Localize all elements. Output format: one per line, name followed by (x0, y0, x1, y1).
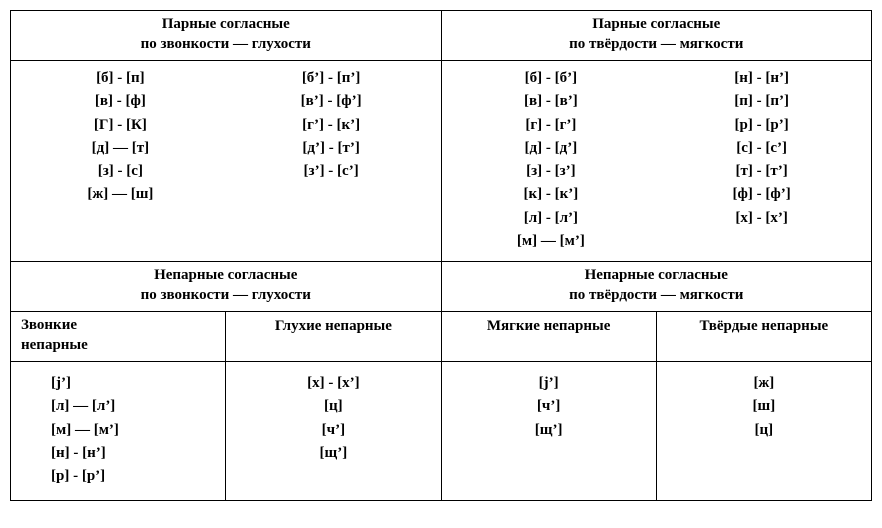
subheader-row: Звонкие непарные Глухие непарные Мягкие … (11, 312, 872, 362)
pair-item: [с] - [с’] (736, 137, 787, 160)
pair-item: [д’] - [т’] (302, 137, 359, 160)
header-line: по звонкости — глухости (13, 286, 439, 306)
consonant-table: Парные согласные по звонкости — глухости… (10, 10, 872, 501)
list-item: [р] - [р’] (51, 465, 105, 488)
pair-item: [к] - [к’] (523, 183, 578, 206)
pair-item: [в] - [в’] (524, 90, 578, 113)
header-paired-hardness: Парные согласные по твёрдости — мягкости (441, 11, 872, 61)
pair-item: [п] - [п’] (734, 90, 789, 113)
subheader-voiceless-unpaired: Глухие непарные (226, 312, 441, 362)
list-item: [щ’] (320, 442, 348, 465)
header-line: по твёрдости — мягкости (444, 35, 870, 55)
list-item: [м] — [м’] (51, 419, 119, 442)
list-item: [ц] (755, 419, 774, 442)
header-line: по звонкости — глухости (13, 35, 439, 55)
voiceless-unpaired-cell: [х] - [х’] [ц] [ч’] [щ’] (226, 362, 441, 501)
subheader-label: Твёрдые непарные (700, 318, 829, 334)
pair-item: [з] - [с] (98, 160, 143, 183)
paired-voicing-cell: [б] - [п] [в] - [ф] [Г] - [К] [д] — [т] … (11, 61, 442, 262)
pair-item: [б] - [п] (96, 67, 145, 90)
list-item: [щ’] (535, 419, 563, 442)
hard-unpaired-cell: [ж] [ш] [ц] (656, 362, 871, 501)
voiced-unpaired-cell: [j’] [л] — [л’] [м] — [м’] [н] - [н’] [р… (11, 362, 226, 501)
header-paired-voicing: Парные согласные по звонкости — глухости (11, 11, 442, 61)
pair-item: [з’] - [с’] (304, 160, 359, 183)
pair-item: [б’] - [п’] (302, 67, 361, 90)
list-item: [j’] (539, 372, 559, 395)
pair-item: [в’] - [ф’] (301, 90, 362, 113)
list-item: [л] — [л’] (51, 395, 115, 418)
header-line: по твёрдости — мягкости (444, 286, 870, 306)
list-item: [j’] (51, 372, 71, 395)
subheader-label: Мягкие непарные (487, 318, 611, 334)
paired-row: [б] - [п] [в] - [ф] [Г] - [К] [д] — [т] … (11, 61, 872, 262)
subheader-label: Глухие непарные (275, 318, 392, 334)
list-item: [х] - [х’] (307, 372, 359, 395)
pair-item: [б] - [б’] (525, 67, 577, 90)
list-item: [н] - [н’] (51, 442, 106, 465)
header-row-1: Парные согласные по звонкости — глухости… (11, 11, 872, 61)
pair-item: [ф] - [ф’] (733, 183, 791, 206)
header-line: Парные согласные (444, 15, 870, 35)
paired-voicing-col2: [б’] - [п’] [в’] - [ф’] [г’] - [к’] [д’]… (226, 67, 437, 207)
pair-item: [Г] - [К] (94, 114, 147, 137)
pair-item: [р] - [р’] (735, 114, 789, 137)
pair-item: [г’] - [к’] (302, 114, 360, 137)
subheader-hard-unpaired: Твёрдые непарные (656, 312, 871, 362)
header-line: Непарные согласные (444, 266, 870, 286)
pair-item: [з] - [з’] (526, 160, 576, 183)
pair-item: [в] - [ф] (95, 90, 146, 113)
pair-item: [х] - [х’] (735, 207, 787, 230)
subheader-line: Звонкие (21, 317, 77, 333)
subheader-line: непарные (21, 337, 88, 353)
list-item: [ж] (753, 372, 774, 395)
pair-item: [д] - [д’] (525, 137, 578, 160)
soft-unpaired-cell: [j’] [ч’] [щ’] (441, 362, 656, 501)
paired-hardness-col1: [б] - [б’] [в] - [в’] [г] - [г’] [д] - [… (446, 67, 657, 253)
header-line: Парные согласные (13, 15, 439, 35)
subheader-soft-unpaired: Мягкие непарные (441, 312, 656, 362)
header-unpaired-hardness: Непарные согласные по твёрдости — мягкос… (441, 262, 872, 312)
pair-item: [т] - [т’] (736, 160, 788, 183)
subheader-voiced-unpaired: Звонкие непарные (11, 312, 226, 362)
pair-item: [н] - [н’] (734, 67, 789, 90)
header-row-2: Непарные согласные по звонкости — глухос… (11, 262, 872, 312)
pair-item: [ж] — [ш] (87, 183, 153, 206)
header-line: Непарные согласные (13, 266, 439, 286)
pair-item: [м] — [м’] (517, 230, 585, 253)
paired-voicing-col1: [б] - [п] [в] - [ф] [Г] - [К] [д] — [т] … (15, 67, 226, 207)
paired-hardness-cell: [б] - [б’] [в] - [в’] [г] - [г’] [д] - [… (441, 61, 872, 262)
list-item: [ч’] (322, 419, 345, 442)
list-item: [ч’] (537, 395, 560, 418)
list-item: [ц] (324, 395, 343, 418)
unpaired-row: [j’] [л] — [л’] [м] — [м’] [н] - [н’] [р… (11, 362, 872, 501)
pair-item: [л] - [л’] (524, 207, 578, 230)
list-item: [ш] (753, 395, 776, 418)
header-unpaired-voicing: Непарные согласные по звонкости — глухос… (11, 262, 442, 312)
paired-hardness-col2: [н] - [н’] [п] - [п’] [р] - [р’] [с] - [… (656, 67, 867, 253)
pair-item: [г] - [г’] (525, 114, 576, 137)
pair-item: [д] — [т] (92, 137, 149, 160)
